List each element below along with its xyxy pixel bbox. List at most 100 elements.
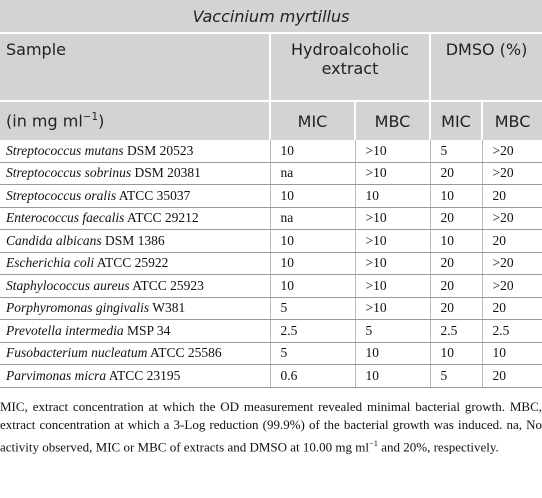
value-cell: na <box>269 207 355 230</box>
value-cell: 20 <box>429 274 482 298</box>
sample-cell: Streptococcus oralis ATCC 35037 <box>0 184 270 208</box>
strain: DSM 20381 <box>134 165 201 181</box>
value-cell: 10 <box>354 184 430 208</box>
strain: DSM 1386 <box>105 232 165 248</box>
value-cell: na <box>269 162 355 185</box>
species: Prevotella intermedia <box>6 322 124 338</box>
strain: ATCC 29212 <box>126 210 199 226</box>
sample-cell: Staphylococcus aureus ATCC 25923 <box>0 274 270 298</box>
unit-sup: −1 <box>82 111 99 124</box>
footnote: MIC, extract concentration at which the … <box>0 388 542 456</box>
value-cell: >10 <box>354 162 430 185</box>
value-cell: >10 <box>354 229 430 253</box>
table-row: Prevotella intermedia MSP 34 2.5 5 2.5 2.5 <box>0 319 542 343</box>
value-cell: 10 <box>429 342 482 365</box>
value-cell: 0.6 <box>269 364 355 388</box>
header-column: MBC <box>480 100 542 140</box>
sample-cell: Prevotella intermedia MSP 34 <box>0 319 270 343</box>
sample-cell: Escherichia coli ATCC 25922 <box>0 252 270 275</box>
table-row: Staphylococcus aureus ATCC 25923 10 >10 20 >… <box>0 274 542 298</box>
value-cell: 5 <box>429 140 482 163</box>
data-table: Vaccinium myrtillus Sample Hydroalcoholi… <box>0 0 542 388</box>
value-cell: >10 <box>354 274 430 298</box>
value-cell: >20 <box>481 207 542 230</box>
value-cell: 10 <box>269 229 355 253</box>
header-unit: (in mg ml−1) <box>0 100 270 140</box>
value-cell: 10 <box>269 184 355 208</box>
value-cell: 5 <box>269 297 355 320</box>
value-cell: 5 <box>429 364 482 388</box>
table-row: Streptococcus mutans DSM 20523 10 >10 5 >20 <box>0 140 542 163</box>
value-cell: 10 <box>429 184 482 208</box>
species: Staphylococcus aureus <box>6 277 130 293</box>
value-cell: 20 <box>429 252 482 275</box>
species: Porphyromonas gingivalis <box>6 300 150 316</box>
header-column: MBC <box>354 100 430 140</box>
header-column: MIC <box>429 100 482 140</box>
sample-cell: Candida albicans DSM 1386 <box>0 229 270 253</box>
species: Streptococcus oralis <box>6 187 117 203</box>
value-cell: 5 <box>354 319 430 343</box>
table-title: Vaccinium myrtillus <box>0 0 542 33</box>
species: Parvimonas micra <box>6 367 107 383</box>
value-cell: 20 <box>429 162 482 185</box>
table-row: Escherichia coli ATCC 25922 10 >10 20 >20 <box>0 252 542 275</box>
strain: ATCC 25586 <box>150 345 222 361</box>
footnote-text: MIC, extract concentration at which the … <box>0 398 542 454</box>
sample-cell: Streptococcus sobrinus DSM 20381 <box>0 162 270 185</box>
species: Escherichia coli <box>6 255 95 271</box>
strain: ATCC 25923 <box>132 277 204 293</box>
value-cell: >20 <box>481 140 542 163</box>
strain: ATCC 25922 <box>96 255 169 271</box>
value-cell: 20 <box>429 297 482 320</box>
header-column: MIC <box>269 100 355 140</box>
strain: MSP 34 <box>126 322 171 338</box>
sample-cell: Parvimonas micra ATCC 23195 <box>0 364 270 388</box>
unit-text: (in mg ml <box>6 111 83 131</box>
value-cell: >20 <box>481 162 542 185</box>
value-cell: 10 <box>429 229 482 253</box>
value-cell: 20 <box>481 184 542 208</box>
value-cell: 10 <box>269 140 355 163</box>
species: Candida albicans <box>6 232 102 248</box>
footnote-end: and 20%, respectively. <box>378 438 499 454</box>
species: Enterococcus faecalis <box>6 210 125 226</box>
header-sample: Sample <box>0 32 270 101</box>
value-cell: >20 <box>481 274 542 298</box>
table-row: Streptococcus sobrinus DSM 20381 na >10 20 >… <box>0 162 542 185</box>
species: Streptococcus mutans <box>6 142 124 158</box>
value-cell: >10 <box>354 207 430 230</box>
table-row: Fusobacterium nucleatum ATCC 25586 5 10 10 1… <box>0 342 542 365</box>
table-row: Streptococcus oralis ATCC 35037 10 10 10 20 <box>0 184 542 208</box>
value-cell: >20 <box>481 252 542 275</box>
header-group: DMSO (%) <box>428 32 542 101</box>
value-cell: 10 <box>269 252 355 275</box>
value-cell: 20 <box>481 364 542 388</box>
value-cell: 2.5 <box>429 319 482 343</box>
unit-close: ) <box>98 111 105 131</box>
value-cell: 20 <box>429 207 482 230</box>
table-body: Streptococcus mutans DSM 20523 10 >10 5 >20 S… <box>0 140 542 388</box>
sample-cell: Enterococcus faecalis ATCC 29212 <box>0 207 270 230</box>
strain: DSM 20523 <box>126 142 194 158</box>
species: Streptococcus sobrinus <box>6 165 132 181</box>
table-row: Parvimonas micra ATCC 23195 0.6 10 5 20 <box>0 364 542 388</box>
value-cell: 10 <box>269 274 355 298</box>
value-cell: 2.5 <box>269 319 355 343</box>
table-row: Candida albicans DSM 1386 10 >10 10 20 <box>0 229 542 253</box>
value-cell: >10 <box>354 140 430 163</box>
value-cell: 5 <box>269 342 355 365</box>
strain: W381 <box>152 300 186 316</box>
table-row: Porphyromonas gingivalis W381 5 >10 20 20 <box>0 297 542 320</box>
sample-cell: Streptococcus mutans DSM 20523 <box>0 140 270 163</box>
value-cell: >10 <box>354 252 430 275</box>
value-cell: 20 <box>481 297 542 320</box>
value-cell: 20 <box>481 229 542 253</box>
footnote-sup: −1 <box>369 437 378 448</box>
sample-cell: Fusobacterium nucleatum ATCC 25586 <box>0 342 270 365</box>
value-cell: 2.5 <box>481 319 542 343</box>
value-cell: >10 <box>354 297 430 320</box>
species: Fusobacterium nucleatum <box>6 345 148 361</box>
table-row: Enterococcus faecalis ATCC 29212 na >10 20 >… <box>0 207 542 230</box>
